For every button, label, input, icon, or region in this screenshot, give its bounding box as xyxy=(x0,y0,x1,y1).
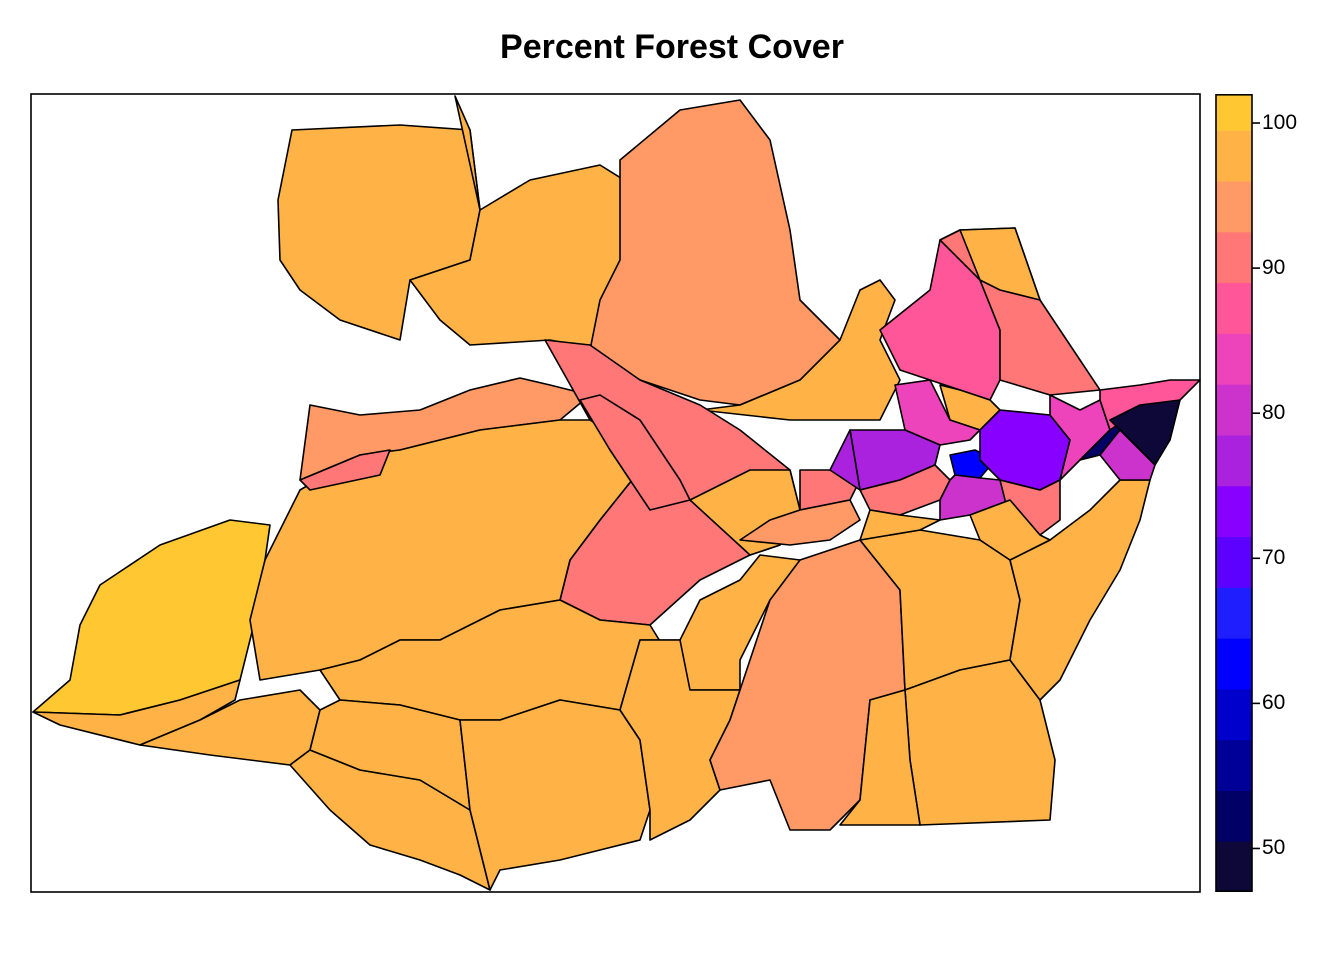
region-r22 xyxy=(839,689,921,826)
legend-swatch xyxy=(1216,434,1252,487)
legend-swatch xyxy=(1216,282,1252,334)
legend-swatch xyxy=(1216,485,1252,538)
legend-swatch xyxy=(1216,384,1252,436)
region-r60 xyxy=(829,429,861,491)
legend-swatch xyxy=(1216,181,1252,233)
region-r17 xyxy=(459,699,651,891)
legend-tick-label: 70 xyxy=(1262,546,1286,570)
region-r14 xyxy=(699,279,901,421)
region-r8 xyxy=(579,394,691,511)
legend-swatch xyxy=(1216,688,1252,741)
legend-swatch xyxy=(1216,841,1252,892)
legend-tick-label: 60 xyxy=(1262,691,1286,715)
region-r25 xyxy=(739,499,861,546)
legend-swatch xyxy=(1216,790,1252,842)
legend-swatch xyxy=(1216,333,1252,385)
region-r7 xyxy=(249,419,641,681)
legend-swatch xyxy=(1216,638,1252,690)
region-r26 xyxy=(859,509,941,541)
legend-tick-label: 80 xyxy=(1262,401,1286,425)
legend-tick-label: 100 xyxy=(1262,111,1298,135)
region-r10 xyxy=(589,99,851,406)
region-r52 xyxy=(1099,429,1156,481)
legend-tick-label: 90 xyxy=(1262,256,1286,280)
map-regions xyxy=(32,95,1201,891)
legend-frame xyxy=(1215,94,1253,892)
legend-tick-label: 50 xyxy=(1262,836,1286,860)
region-r27 xyxy=(969,499,1051,561)
legend-swatch xyxy=(1216,231,1252,284)
color-legend-bar xyxy=(1215,94,1260,892)
legend-swatch xyxy=(1216,587,1252,639)
legend-swatch xyxy=(1216,739,1252,791)
region-r2 xyxy=(32,679,241,746)
legend-swatch xyxy=(1216,94,1252,131)
legend-swatch xyxy=(1216,536,1252,588)
chart-title: Percent Forest Cover xyxy=(500,28,844,66)
map-frame xyxy=(30,93,1201,893)
region-r44 xyxy=(959,227,1041,301)
legend-swatch xyxy=(1216,130,1252,182)
region-r20 xyxy=(299,449,391,491)
